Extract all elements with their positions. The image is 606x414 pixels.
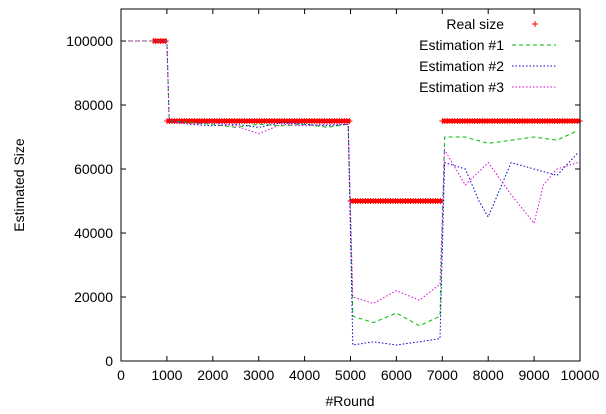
plot-frame — [120, 8, 581, 362]
x-tick-label: 8000 — [473, 367, 504, 383]
legend-swatch — [532, 21, 538, 27]
y-tick-label: 20000 — [74, 289, 113, 305]
axis-ticks: 0 1000 2000 3000 4000 5000 6000 7000 8000 9000 100… — [66, 9, 600, 383]
series-1 — [150, 38, 583, 204]
x-tick-label: 7000 — [427, 367, 458, 383]
x-tick-label: 4000 — [289, 367, 320, 383]
y-tick-label: 60000 — [74, 161, 113, 177]
x-tick-label: 0 — [117, 367, 125, 383]
x-axis-label: #Round — [325, 393, 374, 409]
legend-label: Real size — [446, 16, 504, 32]
y-tick-label: 80000 — [74, 97, 113, 113]
series-line — [121, 40, 578, 327]
x-tick-label: 3000 — [243, 367, 274, 383]
series-2 — [121, 40, 578, 327]
y-axis-label: Estimated Size — [11, 138, 27, 232]
x-tick-label: 5000 — [335, 367, 366, 383]
series-4 — [121, 40, 578, 304]
x-tick-label: 2000 — [197, 367, 228, 383]
x-tick-label: 9000 — [519, 367, 550, 383]
legend-label: Estimation #3 — [419, 79, 504, 95]
x-tick-label: 10000 — [561, 367, 600, 383]
series-3 — [121, 40, 579, 346]
chart-marks — [121, 38, 583, 346]
y-tick-label: 0 — [105, 353, 113, 369]
y-tick-label: 40000 — [74, 225, 113, 241]
legend: Real size Estimation #1 Estimation #2 Estim… — [419, 16, 556, 95]
real-size-point — [346, 118, 353, 124]
series-line — [121, 40, 579, 346]
legend-label: Estimation #1 — [419, 37, 504, 53]
x-tick-label: 6000 — [381, 367, 412, 383]
x-tick-label: 1000 — [151, 367, 182, 383]
series-line — [121, 40, 578, 304]
legend-label: Estimation #2 — [419, 58, 504, 74]
y-tick-label: 100000 — [66, 33, 113, 49]
